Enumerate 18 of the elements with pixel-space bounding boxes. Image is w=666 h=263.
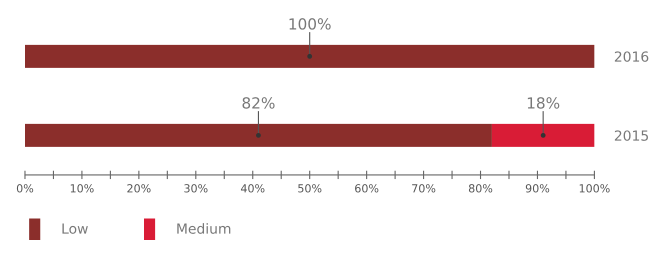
x-tick-label: 10% bbox=[70, 184, 94, 193]
x-tick-label: 50% bbox=[298, 184, 322, 193]
x-tick-label: 30% bbox=[184, 184, 208, 193]
x-tick-label: 0% bbox=[16, 184, 34, 193]
x-tick-label: 60% bbox=[355, 184, 378, 193]
x-tick-label: 80% bbox=[468, 184, 492, 193]
data-label: 82% bbox=[242, 97, 275, 109]
data-label: 100% bbox=[290, 18, 331, 30]
x-tick-label: 90% bbox=[526, 184, 550, 193]
y-tick-label: 2016 bbox=[614, 51, 648, 62]
y-tick-label: 2015 bbox=[614, 130, 648, 141]
x-tick-label: 20% bbox=[127, 184, 151, 193]
x-tick-label: 100% bbox=[580, 184, 610, 193]
legend-label: Low bbox=[62, 224, 88, 234]
x-tick-label: 40% bbox=[240, 184, 264, 193]
data-label: 18% bbox=[528, 97, 560, 109]
x-tick-label: 70% bbox=[412, 184, 436, 193]
legend-label: Medium bbox=[177, 223, 230, 234]
